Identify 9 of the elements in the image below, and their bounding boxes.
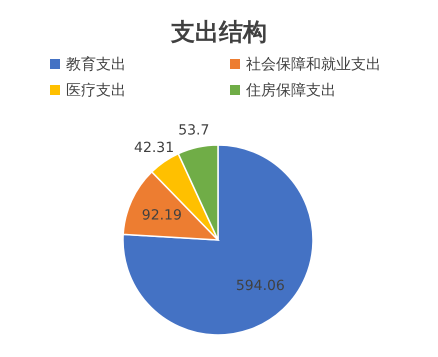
legend-label: 教育支出	[66, 55, 126, 73]
data-label: 92.19	[142, 207, 182, 224]
legend-label: 住房保障支出	[245, 81, 336, 99]
legend-label: 医疗支出	[66, 81, 126, 99]
legend-label: 社会保障和就业支出	[246, 55, 381, 73]
data-label: 53.7	[178, 122, 210, 139]
data-label: 594.06	[236, 278, 285, 294]
data-label: 42.31	[134, 140, 174, 156]
chart-title: 支出结构	[170, 18, 267, 46]
